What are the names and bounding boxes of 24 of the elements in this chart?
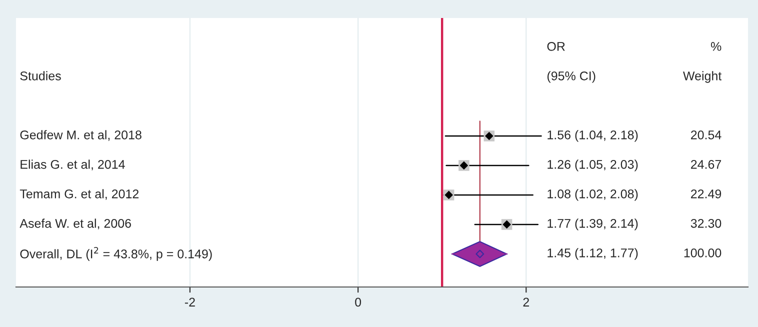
text: 1.08 (1.02, 2.08) <box>548 189 638 201</box>
text: OR <box>547 42 565 51</box>
text: 1.56 (1.04, 2.18) <box>548 130 638 142</box>
annotation: 32.30 <box>690 218 722 228</box>
text: 1.26 (1.05, 2.03) <box>548 160 638 172</box>
annotation: 100.00 <box>684 248 722 258</box>
annotation: 24.67 <box>691 160 722 169</box>
text: (95% CI) <box>547 71 596 83</box>
y-tick-label: Elias G. et al, 2014 <box>20 160 125 170</box>
x-tick-label: -2 <box>184 298 195 306</box>
text: 1.45 (1.12, 1.77) <box>548 248 638 260</box>
y-tick-label: Gedfew M. et al, 2018 <box>20 130 142 141</box>
text: % <box>710 42 722 51</box>
y-tick-label: Overall, DL (I$^{2}$ = 43.8%, p = 0.149) <box>20 246 212 261</box>
y-tick-label: Asefa W. et al, 2006 <box>20 218 131 230</box>
text: Studies <box>20 71 61 80</box>
x-tick-label: 0 <box>355 298 362 307</box>
x-tick-label: 2 <box>523 298 529 306</box>
text: 1.77 (1.39, 2.14) <box>548 218 638 230</box>
annotation: 22.49 <box>691 189 722 198</box>
y-tick-label: Temam G. et al, 2012 <box>20 189 139 200</box>
text: Weight <box>683 71 722 83</box>
point <box>476 250 484 258</box>
annotation: 20.54 <box>691 130 722 140</box>
